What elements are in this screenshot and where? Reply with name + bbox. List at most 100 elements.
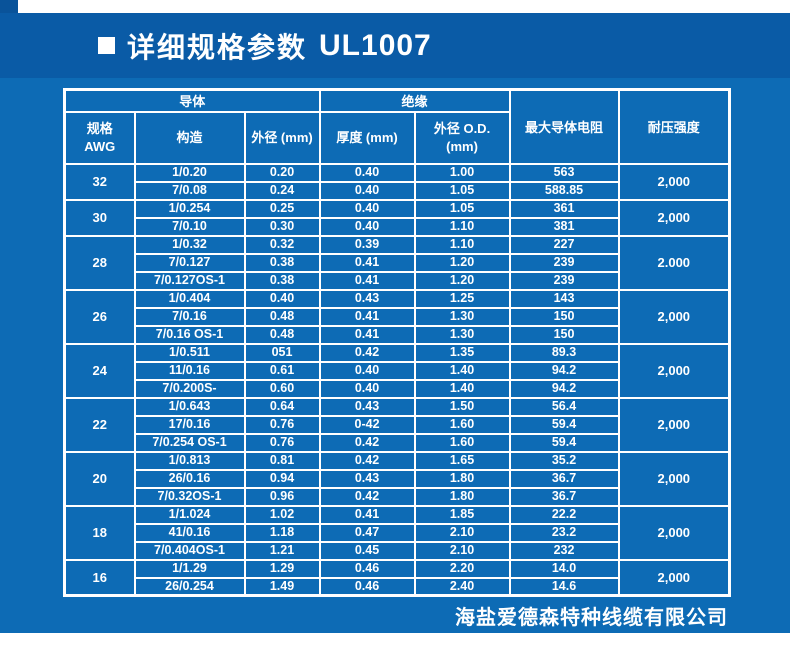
insulation-od-cell: 2.10	[413, 540, 511, 561]
awg-cell: 16	[63, 558, 136, 597]
resistance-cell: 59.4	[508, 432, 620, 453]
awg-cell: 22	[63, 396, 136, 453]
conductor-od-cell: 0.48	[243, 324, 321, 345]
resistance-cell: 239	[508, 252, 620, 273]
col-header-insulation-od: 外径 O.D. (mm)	[413, 110, 511, 165]
resistance-cell: 381	[508, 216, 620, 237]
construction-cell: 7/0.08	[133, 180, 246, 201]
conductor-od-cell: 1.49	[243, 576, 321, 597]
corner-accent	[0, 0, 18, 14]
awg-cell: 28	[63, 234, 136, 291]
table-row: 24 1/0.511 051 0.42 1.35 89.3 2,000	[63, 342, 731, 399]
table-sub-header-row: 规格 AWG 构造 外径 (mm) 厚度 (mm) 外径 O.D. (mm)	[63, 110, 730, 165]
conductor-od-cell: 0.81	[243, 450, 321, 471]
resistance-cell: 239	[508, 270, 620, 291]
table-row: 7/0.404OS-1 1.21 0.45 2.10 232	[65, 540, 730, 561]
voltage-cell: 2,000	[617, 288, 731, 345]
col-header-max-resistance: 最大导体电阻	[508, 88, 620, 165]
insulation-od-cell: 2.10	[413, 522, 511, 543]
conductor-od-cell: 0.38	[243, 270, 321, 291]
resistance-cell: 227	[508, 234, 620, 255]
conductor-od-cell: 0.94	[243, 468, 321, 489]
thickness-cell: 0.42	[318, 342, 416, 363]
conductor-od-cell: 0.25	[243, 198, 321, 219]
resistance-cell: 23.2	[508, 522, 620, 543]
construction-cell: 7/0.16	[133, 306, 246, 327]
construction-cell: 7/0.32OS-1	[133, 486, 246, 507]
table-row: 11/0.16 0.61 0.40 1.40 94.2	[65, 360, 730, 381]
construction-cell: 7/0.404OS-1	[133, 540, 246, 561]
table-row: 22 1/0.643 0.64 0.43 1.50 56.4 2,000	[63, 396, 731, 453]
col-header-voltage-strength: 耐压强度	[617, 88, 731, 165]
construction-cell: 1/0.404	[133, 288, 246, 309]
conductor-od-cell: 0.96	[243, 486, 321, 507]
resistance-cell: 89.3	[508, 342, 620, 363]
insulation-od-cell: 2.40	[413, 576, 511, 597]
conductor-od-cell: 1.29	[243, 558, 321, 579]
thickness-cell: 0.42	[318, 432, 416, 453]
resistance-cell: 36.7	[508, 468, 620, 489]
col-header-construction: 构造	[133, 110, 246, 165]
thickness-cell: 0.42	[318, 486, 416, 507]
construction-cell: 1/0.254	[133, 198, 246, 219]
conductor-od-cell: 051	[243, 342, 321, 363]
awg-cell: 30	[63, 198, 136, 237]
table-row: 20 1/0.813 0.81 0.42 1.65 35.2 2,000	[63, 450, 731, 507]
voltage-cell: 2,000	[617, 162, 731, 201]
awg-cell: 24	[63, 342, 136, 399]
group-header-insulation: 绝缘	[318, 88, 511, 113]
conductor-od-cell: 0.61	[243, 360, 321, 381]
table-row: 18 1/1.024 1.02 0.41 1.85 22.2 2,000	[63, 504, 731, 561]
thickness-cell: 0.39	[318, 234, 416, 255]
resistance-cell: 94.2	[508, 360, 620, 381]
company-name: 海盐爱德森特种线缆有限公司	[455, 607, 728, 629]
voltage-cell: 2,000	[617, 342, 731, 399]
insulation-od-cell: 1.05	[413, 180, 511, 201]
insulation-od-cell: 1.60	[413, 432, 511, 453]
thickness-cell: 0.46	[318, 558, 416, 579]
table-row: 16 1/1.29 1.29 0.46 2.20 14.0 2,000	[63, 558, 731, 597]
spec-table-body: 32 1/0.20 0.20 0.40 1.00 563 2,000 7/0.08 0.24 0.…	[63, 162, 731, 597]
resistance-cell: 94.2	[508, 378, 620, 399]
construction-cell: 1/1.29	[133, 558, 246, 579]
thickness-cell: 0.46	[318, 576, 416, 597]
resistance-cell: 361	[508, 198, 620, 219]
thickness-cell: 0.40	[318, 162, 416, 183]
table-group-header-row: 导体 绝缘 最大导体电阻 耐压强度	[63, 88, 731, 165]
insulation-od-cell: 1.85	[413, 504, 511, 525]
conductor-od-cell: 0.32	[243, 234, 321, 255]
conductor-od-cell: 0.64	[243, 396, 321, 417]
thickness-cell: 0.43	[318, 396, 416, 417]
construction-cell: 1/0.20	[133, 162, 246, 183]
conductor-od-cell: 0.30	[243, 216, 321, 237]
construction-cell: 41/0.16	[133, 522, 246, 543]
conductor-od-cell: 1.18	[243, 522, 321, 543]
thickness-cell: 0.47	[318, 522, 416, 543]
construction-cell: 7/0.127	[133, 252, 246, 273]
thickness-cell: 0.40	[318, 378, 416, 399]
col-header-awg: 规格 AWG	[63, 110, 136, 165]
insulation-od-cell: 1.80	[413, 486, 511, 507]
insulation-od-cell: 1.20	[413, 252, 511, 273]
thickness-cell: 0.40	[318, 198, 416, 219]
insulation-od-cell: 1.00	[413, 162, 511, 183]
resistance-cell: 35.2	[508, 450, 620, 471]
insulation-od-cell: 1.05	[413, 198, 511, 219]
conductor-od-cell: 0.76	[243, 432, 321, 453]
thickness-cell: 0-42	[318, 414, 416, 435]
resistance-cell: 14.0	[508, 558, 620, 579]
conductor-od-cell: 0.48	[243, 306, 321, 327]
construction-cell: 1/0.813	[133, 450, 246, 471]
title-band: 详细规格参数 UL1007	[0, 13, 790, 78]
thickness-cell: 0.41	[318, 504, 416, 525]
construction-cell: 1/0.643	[133, 396, 246, 417]
resistance-cell: 232	[508, 540, 620, 561]
thickness-cell: 0.41	[318, 324, 416, 345]
insulation-od-cell: 1.30	[413, 306, 511, 327]
voltage-cell: 2.000	[617, 234, 731, 291]
table-row: 7/0.127 0.38 0.41 1.20 239	[65, 252, 730, 273]
construction-cell: 7/0.16 OS-1	[133, 324, 246, 345]
table-row: 30 1/0.254 0.25 0.40 1.05 361 2,000	[63, 198, 731, 237]
construction-cell: 17/0.16	[133, 414, 246, 435]
